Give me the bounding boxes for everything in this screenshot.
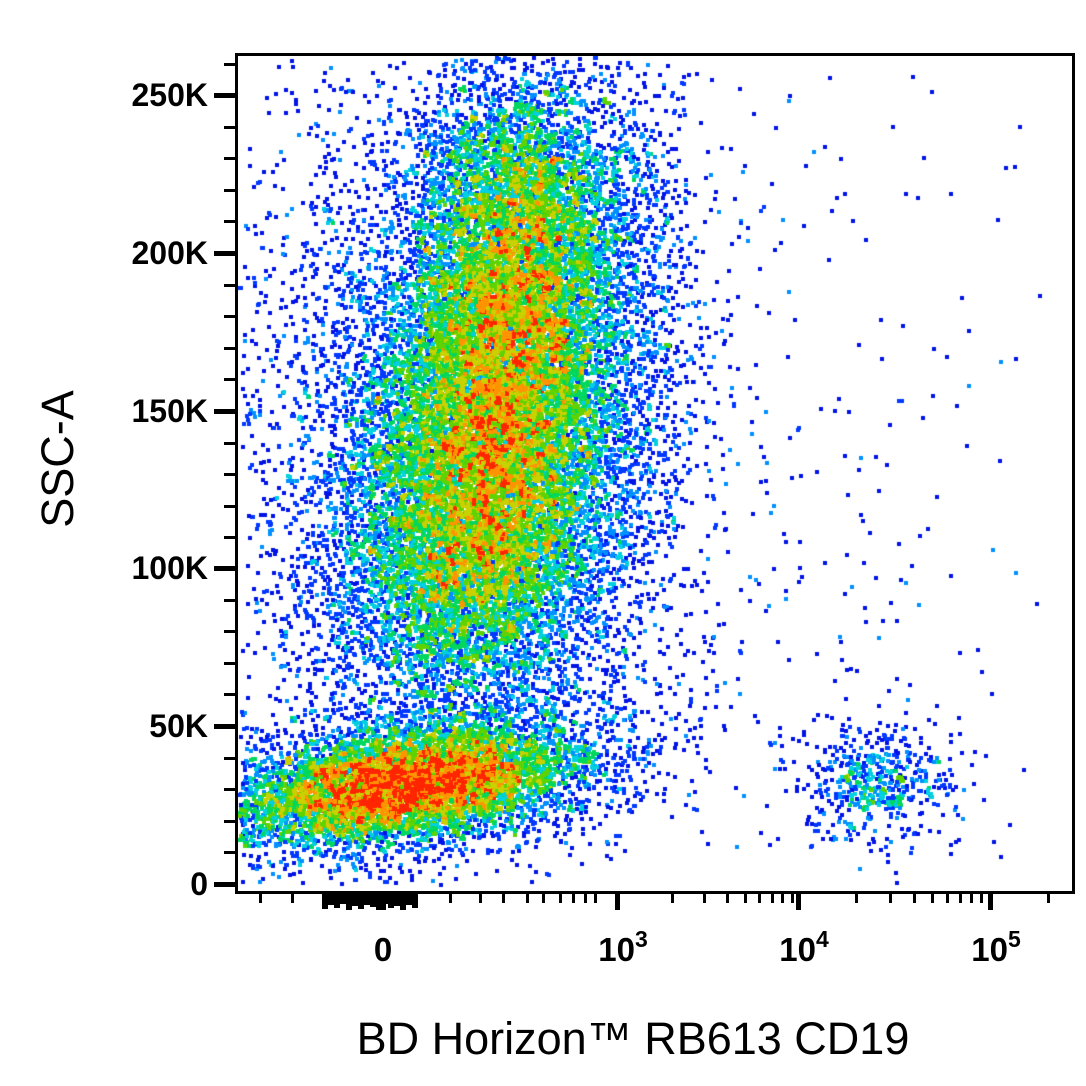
x-zero-cluster-tick (328, 894, 334, 905)
y-minor-tick (224, 536, 238, 539)
x-zero-cluster-tick (394, 894, 400, 906)
x-axis-title: BD Horizon™ RB613 CD19 (356, 1013, 910, 1064)
y-tick-label: 250K (131, 77, 209, 113)
y-major-tick (214, 409, 238, 414)
x-tick-label: 105 (971, 926, 1021, 968)
x-minor-tick (970, 894, 973, 903)
x-zero-cluster-tick (388, 894, 394, 908)
x-minor-tick (758, 894, 761, 903)
x-minor-tick (959, 894, 962, 903)
x-minor-tick (449, 894, 452, 903)
x-minor-tick (526, 894, 529, 903)
y-major-tick (214, 251, 238, 256)
y-tick-label: 50K (149, 708, 208, 744)
x-zero-cluster-tick (334, 894, 340, 908)
x-major-tick (988, 894, 993, 910)
x-minor-tick (931, 894, 934, 903)
x-minor-tick (291, 894, 294, 903)
y-minor-tick (224, 442, 238, 445)
x-zero-cluster-tick (412, 894, 418, 908)
y-tick-label: 150K (131, 393, 209, 429)
y-minor-tick (224, 378, 238, 381)
plot-frame (235, 53, 1075, 894)
y-major-tick (214, 566, 238, 571)
x-minor-tick (703, 894, 706, 903)
y-minor-tick (224, 220, 238, 223)
y-minor-tick (224, 157, 238, 160)
x-zero-cluster-tick (382, 894, 388, 904)
y-minor-tick (224, 820, 238, 823)
y-minor-tick (224, 284, 238, 287)
x-minor-tick (913, 894, 916, 903)
y-tick-label: 200K (131, 235, 209, 271)
y-minor-tick (224, 63, 238, 66)
y-minor-tick (224, 630, 238, 633)
y-minor-tick (224, 505, 238, 508)
y-axis-title: SSC-A (32, 390, 83, 528)
y-minor-tick (224, 693, 238, 696)
x-minor-tick (479, 894, 482, 903)
y-major-tick (214, 882, 238, 887)
x-minor-tick (855, 894, 858, 903)
x-minor-tick (771, 894, 774, 903)
y-minor-tick (224, 473, 238, 476)
x-major-tick (796, 894, 801, 910)
x-minor-tick (1047, 894, 1050, 903)
x-minor-tick (744, 894, 747, 903)
y-minor-tick (224, 757, 238, 760)
y-minor-tick (224, 851, 238, 854)
y-minor-tick (224, 126, 238, 129)
x-minor-tick (889, 894, 892, 903)
x-minor-tick (781, 894, 784, 903)
x-zero-cluster-tick (376, 894, 382, 910)
x-tick-label: 104 (779, 926, 829, 968)
x-minor-tick (259, 894, 262, 903)
x-zero-cluster-tick (346, 894, 352, 910)
x-zero-cluster-tick (352, 894, 358, 906)
x-tick-label: 0 (373, 931, 393, 968)
x-zero-cluster-tick (358, 894, 364, 909)
x-zero-cluster-tick (406, 894, 412, 905)
x-zero-cluster-tick (400, 894, 406, 910)
y-minor-tick (224, 189, 238, 192)
x-minor-tick (791, 894, 794, 903)
x-minor-tick (584, 894, 587, 903)
y-major-tick (214, 93, 238, 98)
y-tick-label: 100K (131, 550, 209, 586)
x-zero-cluster-tick (340, 894, 346, 904)
x-zero-cluster-tick (370, 894, 376, 907)
x-major-tick (615, 894, 620, 910)
x-minor-tick (980, 894, 983, 903)
x-minor-tick (559, 894, 562, 903)
y-minor-tick (224, 315, 238, 318)
scatter-canvas (238, 56, 1069, 888)
x-zero-cluster-tick (322, 894, 328, 909)
x-minor-tick (671, 894, 674, 903)
x-tick-label: 103 (598, 926, 648, 968)
x-minor-tick (946, 894, 949, 903)
x-minor-tick (542, 894, 545, 903)
x-minor-tick (594, 894, 597, 903)
y-minor-tick (224, 599, 238, 602)
x-minor-tick (502, 894, 505, 903)
y-major-tick (214, 724, 238, 729)
y-minor-tick (224, 347, 238, 350)
x-zero-cluster-tick (364, 894, 370, 905)
y-minor-tick (224, 662, 238, 665)
x-minor-tick (572, 894, 575, 903)
y-minor-tick (224, 788, 238, 791)
x-minor-tick (726, 894, 729, 903)
y-tick-label: 0 (190, 866, 208, 902)
